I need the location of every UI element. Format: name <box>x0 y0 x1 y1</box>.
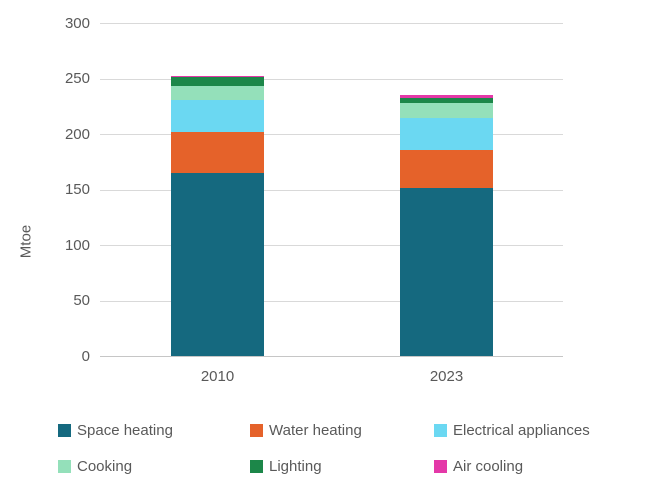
gridline-150 <box>100 189 563 191</box>
legend-swatch-icon <box>434 460 447 473</box>
bar-segment-lighting <box>400 98 493 103</box>
y-tick-label-300: 300 <box>64 14 90 32</box>
bar-segment-water-heating <box>171 131 264 173</box>
legend-item-air-cooling[interactable]: Air cooling <box>434 458 523 475</box>
legend-swatch-icon <box>434 424 447 437</box>
gridline-100 <box>100 245 563 246</box>
legend-item-water-heating[interactable]: Water heating <box>250 422 362 439</box>
legend-swatch-icon <box>250 424 263 437</box>
legend-label: Cooking <box>77 458 133 475</box>
bar-segment-space-heating <box>400 188 493 356</box>
bar-segment-air-cooling <box>400 95 493 99</box>
gridline-50 <box>100 300 563 302</box>
bar-segment-cooking <box>171 86 264 100</box>
y-tick-label-150: 150 <box>64 181 90 198</box>
bar-segment-lighting <box>171 77 264 87</box>
y-axis-title: Mtoe <box>17 224 35 259</box>
legend-item-lighting[interactable]: Lighting <box>250 458 322 475</box>
gridline-0 <box>100 356 563 357</box>
legend-label: Lighting <box>269 458 322 475</box>
gridline-300 <box>100 23 563 24</box>
legend-item-cooking[interactable]: Cooking <box>58 458 132 475</box>
bar-segment-space-heating <box>171 172 264 356</box>
bar-segment-cooking <box>400 102 493 119</box>
gridline-200 <box>100 134 563 135</box>
bar-segment-water-heating <box>400 149 493 189</box>
legend-item-electrical-appliances[interactable]: Electrical appliances <box>434 422 590 439</box>
legend-label: Electrical appliances <box>453 422 590 439</box>
y-tick-label-50: 50 <box>73 292 90 309</box>
bar-segment-electrical-appliances <box>171 99 264 132</box>
legend-swatch-icon <box>58 460 71 473</box>
bar-segment-air-cooling <box>171 76 264 78</box>
legend-label: Water heating <box>269 422 362 439</box>
x-tick-label-2010: 2010 <box>200 368 235 385</box>
gridline-250 <box>100 78 563 80</box>
legend-swatch-icon <box>250 460 263 473</box>
y-tick-label-0: 0 <box>81 347 90 365</box>
y-tick-label-250: 250 <box>64 70 90 87</box>
y-tick-label-200: 200 <box>64 125 90 143</box>
x-tick-label-2023: 2023 <box>429 368 464 385</box>
legend-label: Space heating <box>77 422 173 439</box>
legend-swatch-icon <box>58 424 71 437</box>
legend-label: Air cooling <box>453 458 524 475</box>
legend-item-space-heating[interactable]: Space heating <box>58 422 173 439</box>
y-tick-label-100: 100 <box>64 236 90 254</box>
bar-segment-electrical-appliances <box>400 118 493 150</box>
